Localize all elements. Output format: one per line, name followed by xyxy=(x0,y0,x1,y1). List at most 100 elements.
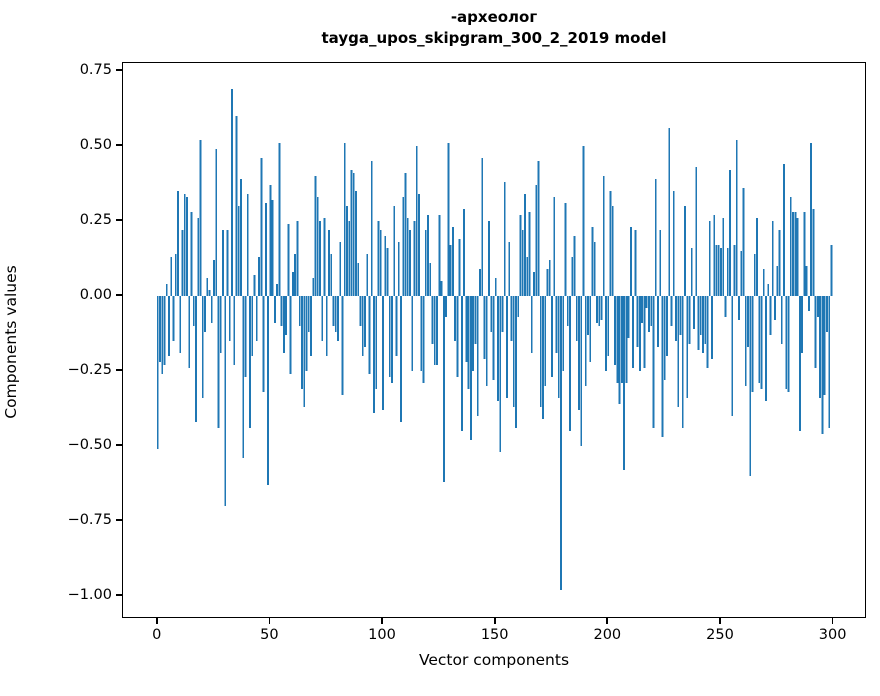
bar xyxy=(319,220,321,296)
bar xyxy=(798,295,801,432)
bar xyxy=(226,229,229,296)
bar xyxy=(285,295,288,335)
bar xyxy=(163,295,166,366)
x-tick-mark xyxy=(381,618,383,624)
bar xyxy=(228,295,231,341)
bar xyxy=(769,295,772,335)
bar xyxy=(231,88,233,296)
bar xyxy=(307,295,310,332)
bar xyxy=(756,217,758,296)
bar xyxy=(445,295,448,317)
bar xyxy=(488,220,490,296)
bar xyxy=(627,295,630,338)
bar xyxy=(821,295,824,435)
bar xyxy=(684,205,686,296)
bar xyxy=(767,283,770,296)
bar xyxy=(186,196,188,296)
bar xyxy=(733,244,736,296)
bar xyxy=(535,184,538,296)
bar xyxy=(679,295,682,335)
bar xyxy=(278,142,281,296)
bar xyxy=(693,295,695,329)
bar xyxy=(512,295,515,408)
bar xyxy=(316,196,319,296)
bar xyxy=(564,202,567,296)
bar xyxy=(711,295,713,360)
bar xyxy=(803,211,806,296)
bar xyxy=(663,295,666,381)
bar xyxy=(197,217,200,296)
bar xyxy=(244,295,247,378)
bar xyxy=(776,265,779,296)
bar xyxy=(688,295,691,344)
bar xyxy=(596,295,598,323)
bar xyxy=(569,295,571,432)
bar xyxy=(440,280,443,296)
bar xyxy=(224,295,227,507)
bar xyxy=(825,295,828,332)
bar xyxy=(251,295,254,357)
bar xyxy=(375,295,378,390)
bar xyxy=(647,295,650,332)
bar xyxy=(373,295,375,414)
x-tick-mark xyxy=(831,618,834,624)
bar xyxy=(726,247,729,296)
bar xyxy=(787,295,790,393)
bar xyxy=(591,226,594,296)
bar xyxy=(298,295,301,326)
bar xyxy=(738,295,740,320)
bar xyxy=(404,172,407,296)
bar xyxy=(433,295,436,366)
bar xyxy=(204,295,206,332)
bar xyxy=(249,295,251,429)
bar xyxy=(355,190,357,296)
bar xyxy=(188,295,191,369)
bar xyxy=(402,196,405,296)
bar xyxy=(530,295,533,354)
bar xyxy=(429,262,432,296)
bar xyxy=(668,127,671,296)
bar xyxy=(467,295,470,390)
bar xyxy=(291,271,294,296)
bar xyxy=(206,277,209,296)
bar xyxy=(623,295,626,471)
bar xyxy=(566,295,569,326)
bar xyxy=(418,193,420,296)
bar xyxy=(172,295,175,341)
bar xyxy=(555,295,558,354)
bar xyxy=(524,193,526,296)
bar xyxy=(645,295,648,308)
bar xyxy=(598,295,601,326)
bar xyxy=(262,295,265,393)
bar xyxy=(330,253,333,296)
bar xyxy=(479,268,481,296)
bar xyxy=(506,295,508,399)
bar xyxy=(780,295,783,344)
bar xyxy=(715,244,718,296)
bar xyxy=(666,295,668,357)
bar xyxy=(350,169,353,296)
bar xyxy=(699,295,702,335)
bar xyxy=(722,217,725,296)
x-tick-label: 200 xyxy=(593,627,622,643)
x-tick-label: 100 xyxy=(368,627,396,643)
bar xyxy=(584,295,587,387)
bar xyxy=(384,235,387,296)
bar xyxy=(807,295,810,311)
bar xyxy=(240,178,242,296)
bar xyxy=(670,295,673,326)
bar xyxy=(364,295,366,348)
bar xyxy=(321,295,324,341)
bar xyxy=(463,208,466,296)
bar xyxy=(199,139,202,296)
bar xyxy=(760,295,763,390)
bar xyxy=(301,295,303,390)
bar xyxy=(156,295,159,450)
bar xyxy=(747,295,749,348)
bar xyxy=(785,295,788,390)
bar xyxy=(357,262,360,296)
bar xyxy=(659,229,662,296)
bar xyxy=(411,295,414,372)
bar xyxy=(312,277,315,296)
bar xyxy=(183,193,186,296)
